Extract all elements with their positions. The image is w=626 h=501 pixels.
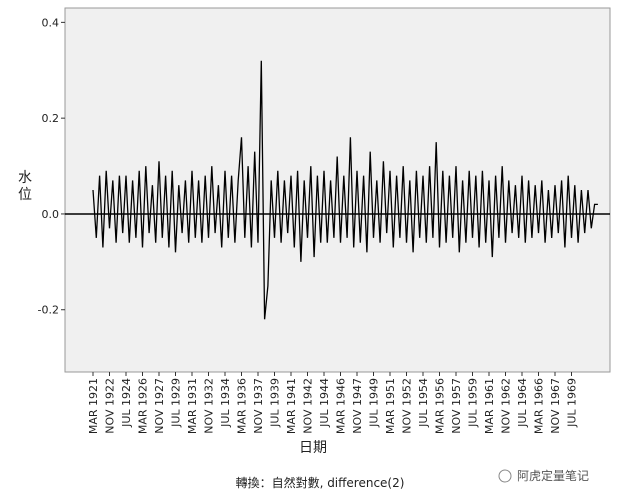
data-line xyxy=(92,60,598,320)
x-tick-label: NOV 1962 xyxy=(500,378,513,434)
x-tick-label: MAR 1966 xyxy=(533,378,546,434)
x-tick-label: JUL 1949 xyxy=(368,378,381,428)
watermark-icon xyxy=(498,469,512,483)
y-tick-label: 0.0 xyxy=(42,208,60,221)
x-tick-label: NOV 1932 xyxy=(203,378,216,434)
x-tick-label: MAR 1926 xyxy=(137,378,150,434)
y-tick-label: -0.2 xyxy=(38,304,59,317)
x-tick-label: NOV 1927 xyxy=(153,378,166,434)
x-tick-label: NOV 1957 xyxy=(450,378,463,434)
x-tick-label: JUL 1969 xyxy=(566,378,579,428)
watermark: 阿虎定量笔记 xyxy=(517,468,589,483)
x-tick-label: JUL 1924 xyxy=(120,378,133,428)
y-axis-label-1: 水位 xyxy=(18,170,32,203)
footnote: 轉換：自然對數, difference(2) xyxy=(236,475,405,490)
x-tick-label: MAR 1956 xyxy=(434,378,447,434)
x-tick-label: MAR 1961 xyxy=(483,378,496,434)
x-tick-label: MAR 1946 xyxy=(335,378,348,434)
x-axis-label: 日期 xyxy=(299,440,327,456)
x-tick-label: NOV 1952 xyxy=(401,378,414,434)
x-tick-label: JUL 1939 xyxy=(269,378,282,428)
x-tick-label: NOV 1967 xyxy=(549,378,562,434)
x-tick-label: MAR 1951 xyxy=(384,378,397,434)
x-tick-label: NOV 1947 xyxy=(351,378,364,434)
x-tick-label: JUL 1934 xyxy=(219,378,232,428)
y-tick-label: 0.4 xyxy=(42,16,60,29)
x-tick-label: MAR 1936 xyxy=(236,378,249,434)
x-tick-label: JUL 1959 xyxy=(467,378,480,428)
x-tick-label: NOV 1922 xyxy=(104,378,117,434)
x-tick-label: NOV 1937 xyxy=(252,378,265,434)
y-tick-label: 0.2 xyxy=(42,112,60,125)
x-tick-label: JUL 1944 xyxy=(318,378,331,428)
x-tick-label: NOV 1942 xyxy=(302,378,315,434)
x-tick-label: JUL 1964 xyxy=(516,378,529,428)
x-tick-label: MAR 1921 xyxy=(87,378,100,434)
x-tick-label: MAR 1941 xyxy=(285,378,298,434)
plot-area xyxy=(64,7,611,373)
x-tick-label: JUL 1929 xyxy=(170,378,183,428)
x-tick-label: JUL 1954 xyxy=(417,378,430,428)
x-tick-label: MAR 1931 xyxy=(186,378,199,434)
